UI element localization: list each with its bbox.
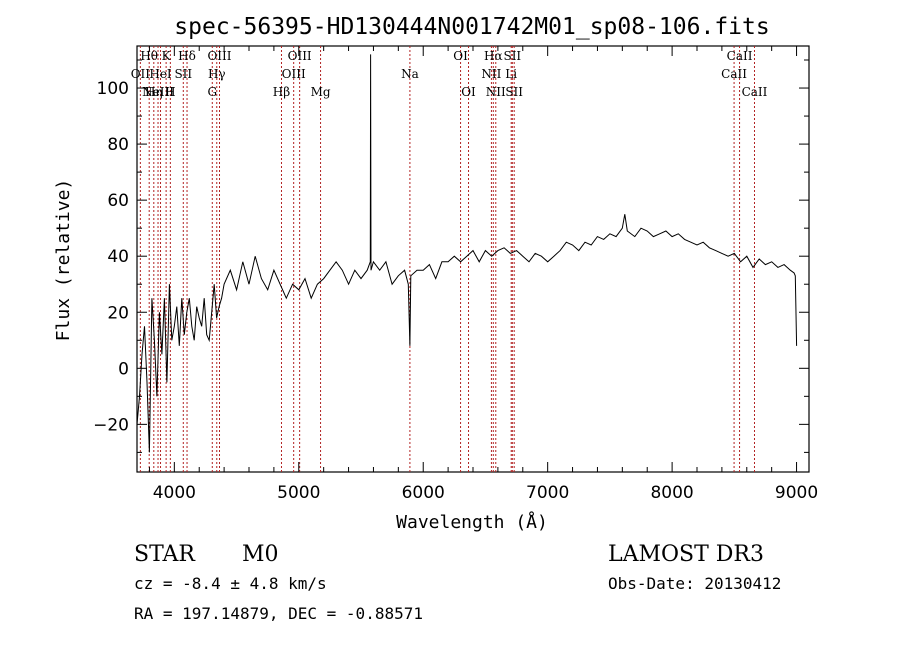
reference-line-label: Na xyxy=(401,67,419,81)
x-axis-label: Wavelength (Å) xyxy=(396,511,548,533)
object-subclass: M0 xyxy=(242,542,279,567)
x-tick-label: 5000 xyxy=(277,483,320,503)
y-tick-label: 100 xyxy=(97,79,129,99)
reference-line-label: HeI xyxy=(149,67,172,81)
y-axis-label: Flux (relative) xyxy=(53,179,74,342)
reference-line-label: CaII xyxy=(727,49,753,63)
y-tick-label: 20 xyxy=(107,303,129,323)
x-tick-label: 9000 xyxy=(775,483,818,503)
reference-lines xyxy=(139,46,755,472)
reference-line-label: Hδ xyxy=(178,49,196,63)
reference-line-label: NeIII xyxy=(142,85,174,99)
plot-frame xyxy=(136,45,810,473)
y-tick-label: 60 xyxy=(107,191,129,211)
y-tick-label: −20 xyxy=(93,415,129,435)
reference-line-label: NII xyxy=(486,85,506,99)
reference-line-label: OIII xyxy=(288,49,312,63)
reference-line-label: OII xyxy=(131,67,151,81)
reference-line-label: Mg xyxy=(311,85,331,99)
reference-line-label: Hβ xyxy=(273,85,290,99)
x-axis-ticks: 4000 5000 6000 7000 8000 9000 xyxy=(148,46,818,503)
reference-line-label: Hθ xyxy=(140,49,158,63)
reference-line-label: NII xyxy=(481,67,501,81)
reference-line-label: G xyxy=(207,85,217,99)
reference-line-label: Hη xyxy=(145,85,163,99)
chart-title: spec-56395-HD130444N001742M01_sp08-106.f… xyxy=(174,14,769,40)
x-tick-label: 4000 xyxy=(153,483,196,503)
y-axis-ticks: −20 0 20 40 60 80 100 xyxy=(93,59,809,453)
reference-line-label: OIII xyxy=(282,67,306,81)
redshift-velocity: cz = -8.4 ± 4.8 km/s xyxy=(134,574,327,593)
reference-line-label: CaII xyxy=(742,85,768,99)
observation-date: Obs-Date: 20130412 xyxy=(608,574,781,593)
x-tick-label: 8000 xyxy=(650,483,693,503)
object-class: STAR xyxy=(134,542,196,567)
reference-line-label: SII xyxy=(174,67,192,81)
spectrum-line xyxy=(136,54,798,453)
y-tick-label: 0 xyxy=(118,359,129,379)
reference-line-label: SII xyxy=(503,49,521,63)
reference-line-label: Hα xyxy=(484,49,503,63)
reference-line-label: K xyxy=(162,49,172,63)
reference-line-label: SII xyxy=(505,85,523,99)
sky-coordinates: RA = 197.14879, DEC = -0.88571 xyxy=(134,604,423,623)
reference-line-label: OI xyxy=(453,49,468,63)
reference-line-label: CaII xyxy=(721,67,747,81)
reference-line-label: OIII xyxy=(207,49,231,63)
reference-line-label: Hγ xyxy=(208,67,226,81)
y-tick-label: 80 xyxy=(107,135,129,155)
reference-line-label: OI xyxy=(461,85,476,99)
reference-line-label: Li xyxy=(505,67,517,81)
x-tick-label: 6000 xyxy=(402,483,445,503)
y-tick-label: 40 xyxy=(107,247,129,267)
x-tick-label: 7000 xyxy=(526,483,569,503)
survey-name: LAMOST DR3 xyxy=(608,542,764,567)
reference-line-label: H xyxy=(165,85,175,99)
